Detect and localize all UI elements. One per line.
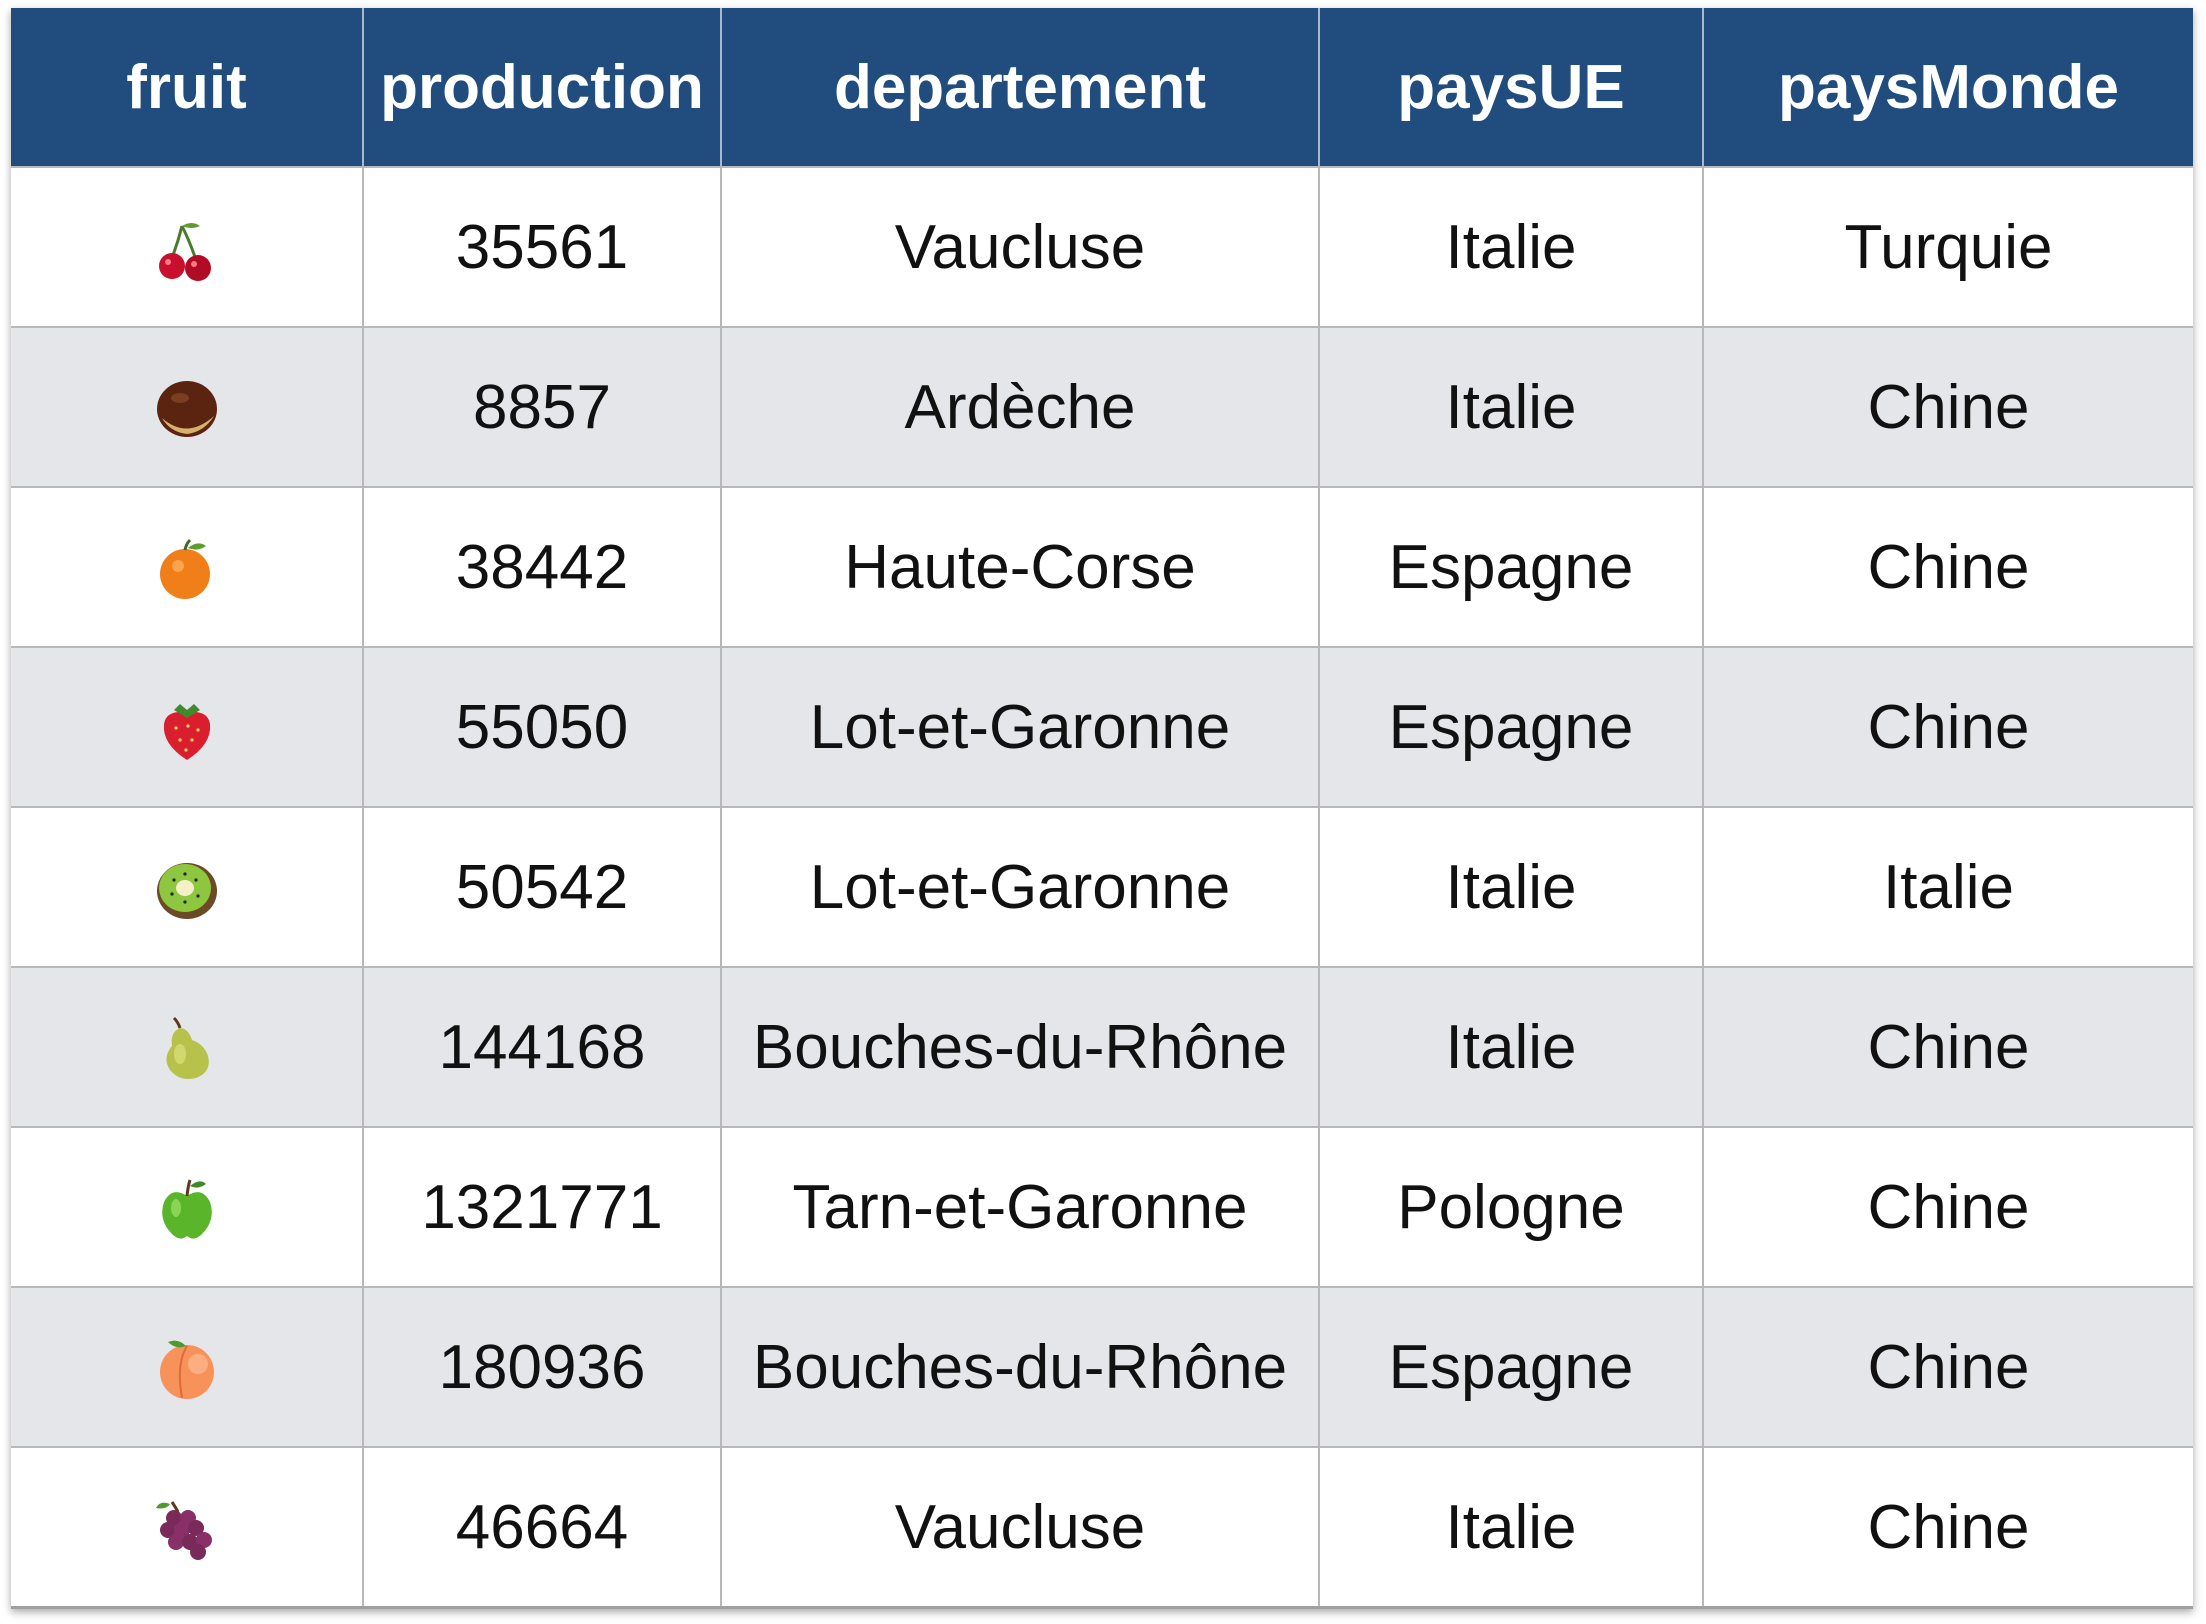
paysUE-cell: Italie bbox=[1319, 966, 1704, 1127]
paysMonde-cell: Chine bbox=[1703, 326, 2193, 487]
fruit-cell bbox=[11, 1286, 364, 1447]
production-cell: 1321771 bbox=[363, 1126, 722, 1287]
table-header: fruit production departement paysUE pays… bbox=[11, 8, 2193, 167]
grapes-icon bbox=[155, 1501, 212, 1561]
paysUE-cell: Pologne bbox=[1319, 1126, 1704, 1287]
table-row: 50542 Lot-et-Garonne Italie Italie bbox=[11, 806, 2193, 967]
fruit-cell bbox=[11, 806, 364, 967]
production-cell: 38442 bbox=[363, 486, 722, 647]
paysUE-cell: Espagne bbox=[1319, 646, 1704, 807]
fruit-cell bbox=[11, 646, 364, 807]
paysMonde-cell: Chine bbox=[1703, 1126, 2193, 1287]
production-cell: 46664 bbox=[363, 1446, 722, 1609]
table-row: 38442 Haute-Corse Espagne Chine bbox=[11, 486, 2193, 647]
paysUE-cell: Italie bbox=[1319, 806, 1704, 967]
table-row: 180936 Bouches-du-Rhône Espagne Chine bbox=[11, 1286, 2193, 1447]
header-departement: departement bbox=[721, 8, 1320, 167]
orange-icon bbox=[159, 539, 210, 600]
paysUE-cell: Espagne bbox=[1319, 1286, 1704, 1447]
departement-cell: Bouches-du-Rhône bbox=[721, 1286, 1320, 1447]
production-cell: 35561 bbox=[363, 166, 722, 327]
paysMonde-cell: Italie bbox=[1703, 806, 2193, 967]
paysMonde-cell: Chine bbox=[1703, 646, 2193, 807]
table-row: 1321771 Tarn-et-Garonne Pologne Chine bbox=[11, 1126, 2193, 1287]
fruit-production-table: fruit production departement paysUE pays… bbox=[11, 8, 2193, 1609]
production-cell: 8857 bbox=[363, 326, 722, 487]
header-paysMonde: paysMonde bbox=[1703, 8, 2193, 167]
departement-cell: Vaucluse bbox=[721, 1446, 1320, 1609]
fruit-production-table-container: fruit production departement paysUE pays… bbox=[11, 8, 2193, 1609]
departement-cell: Bouches-du-Rhône bbox=[721, 966, 1320, 1127]
departement-cell: Tarn-et-Garonne bbox=[721, 1126, 1320, 1287]
strawberry-icon bbox=[163, 704, 210, 761]
table-row: 144168 Bouches-du-Rhône Italie Chine bbox=[11, 966, 2193, 1127]
paysUE-cell: Italie bbox=[1319, 326, 1704, 487]
table-row: 8857 Ardèche Italie Chine bbox=[11, 326, 2193, 487]
production-cell: 144168 bbox=[363, 966, 722, 1127]
pear-icon bbox=[165, 1017, 209, 1080]
departement-cell: Ardèche bbox=[721, 326, 1320, 487]
green-apple-icon bbox=[161, 1179, 212, 1239]
production-cell: 50542 bbox=[363, 806, 722, 967]
paysMonde-cell: Chine bbox=[1703, 1286, 2193, 1447]
departement-cell: Lot-et-Garonne bbox=[721, 646, 1320, 807]
fruit-cell bbox=[11, 1446, 364, 1609]
production-cell: 180936 bbox=[363, 1286, 722, 1447]
fruit-cell bbox=[11, 166, 364, 327]
table-row: 55050 Lot-et-Garonne Espagne Chine bbox=[11, 646, 2193, 807]
paysUE-cell: Italie bbox=[1319, 1446, 1704, 1609]
peach-icon bbox=[159, 1340, 214, 1400]
table-body: 35561 Vaucluse Italie Turquie 8857 Ardèc… bbox=[11, 166, 2193, 1609]
header-production: production bbox=[363, 8, 722, 167]
production-cell: 55050 bbox=[363, 646, 722, 807]
chestnut-icon bbox=[156, 381, 217, 438]
departement-cell: Lot-et-Garonne bbox=[721, 806, 1320, 967]
header-paysUE: paysUE bbox=[1319, 8, 1704, 167]
header-row: fruit production departement paysUE pays… bbox=[11, 8, 2193, 167]
fruit-cell bbox=[11, 486, 364, 647]
fruit-cell bbox=[11, 966, 364, 1127]
paysUE-cell: Italie bbox=[1319, 166, 1704, 327]
paysMonde-cell: Chine bbox=[1703, 486, 2193, 647]
paysUE-cell: Espagne bbox=[1319, 486, 1704, 647]
fruit-cell bbox=[11, 1126, 364, 1287]
cherry-icon bbox=[158, 223, 211, 282]
kiwi-icon bbox=[156, 863, 217, 920]
table-row: 35561 Vaucluse Italie Turquie bbox=[11, 166, 2193, 327]
departement-cell: Vaucluse bbox=[721, 166, 1320, 327]
fruit-cell bbox=[11, 326, 364, 487]
table-row: 46664 Vaucluse Italie Chine bbox=[11, 1446, 2193, 1609]
paysMonde-cell: Chine bbox=[1703, 966, 2193, 1127]
paysMonde-cell: Turquie bbox=[1703, 166, 2193, 327]
departement-cell: Haute-Corse bbox=[721, 486, 1320, 647]
paysMonde-cell: Chine bbox=[1703, 1446, 2193, 1609]
header-fruit: fruit bbox=[11, 8, 364, 167]
